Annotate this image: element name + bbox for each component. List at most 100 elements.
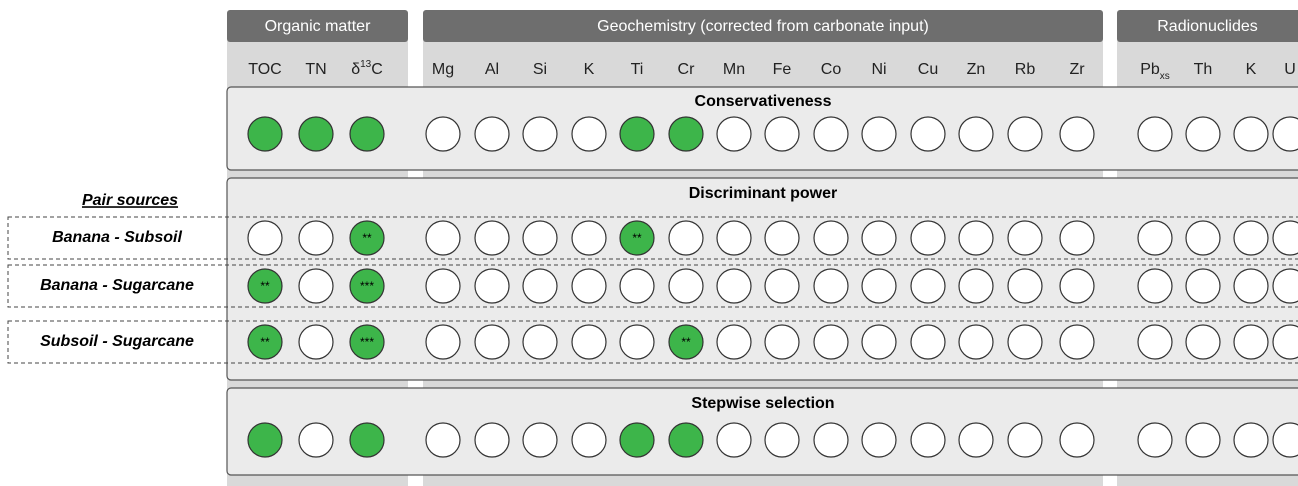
indicator [813, 324, 849, 360]
indicator [1137, 324, 1173, 360]
column-label: Mg [432, 61, 454, 78]
indicator [619, 268, 655, 304]
indicator [1185, 116, 1221, 152]
indicator [716, 116, 752, 152]
indicator [716, 324, 752, 360]
significance: ** [260, 279, 270, 293]
indicator [522, 422, 558, 458]
indicator [958, 268, 994, 304]
indicator [1272, 268, 1298, 304]
indicator [716, 422, 752, 458]
indicator [1233, 220, 1269, 256]
indicator [813, 422, 849, 458]
column-label: Cu [918, 61, 938, 78]
indicator [668, 324, 704, 360]
indicator [425, 324, 461, 360]
pair-label: Subsoil - Sugarcane [40, 333, 194, 350]
indicator [619, 422, 655, 458]
indicator [716, 220, 752, 256]
indicator [425, 116, 461, 152]
significance: *** [360, 335, 374, 349]
indicator [425, 220, 461, 256]
label-part: Mg [432, 61, 454, 78]
label-part: Fe [773, 61, 792, 78]
indicator [668, 220, 704, 256]
indicator [571, 116, 607, 152]
group-title: Radionuclides [1157, 18, 1258, 35]
indicator [764, 268, 800, 304]
column-label: Ti [631, 61, 644, 78]
panel-title: Discriminant power [689, 185, 837, 202]
label-part: U [1284, 61, 1296, 78]
indicator [619, 116, 655, 152]
indicator [813, 220, 849, 256]
indicator [474, 268, 510, 304]
indicator [1059, 268, 1095, 304]
column-label: Al [485, 61, 499, 78]
group-header [423, 10, 1103, 42]
indicator [958, 324, 994, 360]
indicator [861, 422, 897, 458]
label-part: Zr [1069, 61, 1085, 78]
indicator [474, 324, 510, 360]
label-part: Co [821, 61, 842, 78]
indicator [1233, 116, 1269, 152]
indicator [247, 268, 283, 304]
label-part: TN [305, 61, 326, 78]
indicator [1059, 220, 1095, 256]
indicator [571, 422, 607, 458]
indicator [813, 116, 849, 152]
indicator [1137, 116, 1173, 152]
significance: *** [360, 279, 374, 293]
column-label: Mn [723, 61, 745, 78]
indicator [716, 268, 752, 304]
indicator [1007, 116, 1043, 152]
column-label: Zr [1069, 61, 1085, 78]
column-label: Cr [678, 61, 696, 78]
indicator [474, 116, 510, 152]
column-label: Si [533, 61, 547, 78]
indicator [247, 116, 283, 152]
indicator [425, 422, 461, 458]
indicator [522, 268, 558, 304]
indicator [910, 324, 946, 360]
indicator [1007, 220, 1043, 256]
indicator [1059, 116, 1095, 152]
column-label: Fe [773, 61, 792, 78]
panel-title: Conservativeness [695, 93, 832, 110]
indicator [349, 422, 385, 458]
indicator [910, 116, 946, 152]
indicator [571, 324, 607, 360]
label-part: Si [533, 61, 547, 78]
indicator [474, 422, 510, 458]
group-header [1117, 10, 1298, 42]
label-part: Pb [1140, 61, 1160, 78]
indicator [298, 324, 334, 360]
significance: ** [260, 335, 270, 349]
column-label: Zn [967, 61, 986, 78]
column-label: TOC [248, 61, 281, 78]
indicator [668, 422, 704, 458]
indicator [522, 220, 558, 256]
indicator [861, 268, 897, 304]
pair-box [7, 320, 1298, 364]
indicator [298, 220, 334, 256]
column-label: Rb [1015, 61, 1036, 78]
indicator [861, 324, 897, 360]
indicator [349, 324, 385, 360]
label-part: 13 [360, 59, 372, 70]
column-label: Co [821, 61, 842, 78]
pair-label: Banana - Subsoil [52, 229, 182, 246]
indicator [668, 268, 704, 304]
column-label: Ni [871, 61, 886, 78]
column-label: Th [1194, 61, 1213, 78]
label-part: K [1246, 61, 1257, 78]
indicator [1137, 220, 1173, 256]
indicator [522, 116, 558, 152]
label-part: Cr [678, 61, 696, 78]
pair-box [7, 264, 1298, 308]
column-label: U [1284, 61, 1296, 78]
pair-heading: Pair sources [82, 192, 178, 209]
